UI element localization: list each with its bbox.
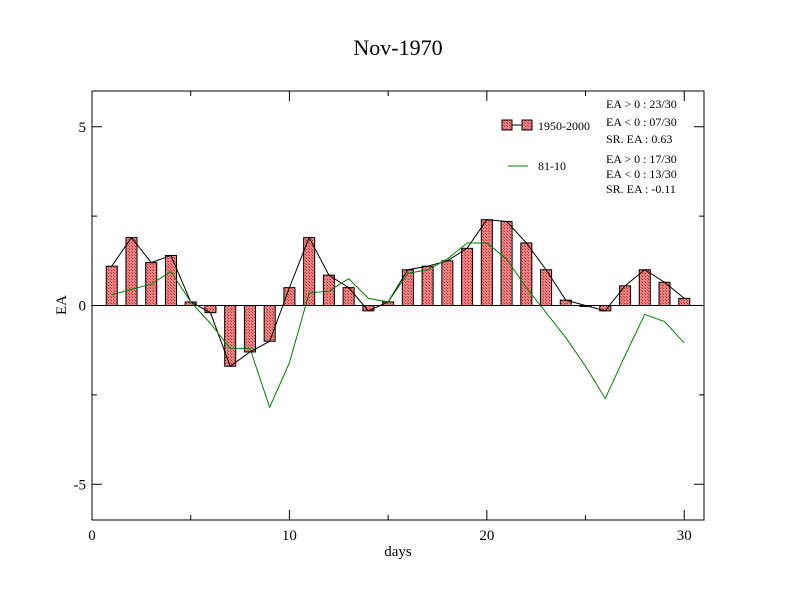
x-tick-label: 10 [282,528,297,544]
legend-1950-2000-label: 1950-2000 [538,119,590,133]
bar-1950-2000 [678,297,691,307]
stats-1950-2000-neg: EA < 0 : 07/30 [606,115,677,129]
bar-1950-2000 [105,265,118,306]
legend-81-10-label: 81-10 [538,159,566,173]
bar-1950-2000 [480,219,493,306]
legend-1950-2000-swatch-right [521,119,533,131]
bar-1950-2000 [263,305,276,342]
bar-1950-2000 [619,285,632,306]
bar-1950-2000 [164,254,177,306]
bar-1950-2000 [500,220,513,306]
bar-1950-2000 [283,287,296,306]
y-tick-label: 5 [79,120,87,136]
series-line-1950-2000 [111,219,685,368]
bar-1950-2000 [204,305,217,314]
x-axis-label: days [384,544,412,560]
y-tick-label: -5 [74,477,87,493]
bar-1950-2000 [421,265,434,306]
stats-1950-2000-pos: EA > 0 : 23/30 [606,97,677,111]
stats-81-10-neg: EA < 0 : 13/30 [606,167,677,181]
chart-title: Nov-1970 [353,35,442,60]
y-axis-label: EA [54,295,70,315]
bar-1950-2000 [243,305,256,353]
series-line-81-10 [111,242,685,409]
x-tick-label: 0 [88,528,96,544]
bar-1950-2000 [125,237,138,306]
stats-81-10-sr: SR. EA : -0.11 [606,182,676,196]
bar-1950-2000 [461,247,474,307]
legend: 1950-2000 81-10 EA > 0 : 23/30 EA < 0 : … [501,97,677,196]
bar-1950-2000 [441,260,454,306]
x-tick-label: 30 [677,528,692,544]
legend-1950-2000-swatch-left [501,119,513,131]
bar-1950-2000 [638,269,651,306]
stats-81-10-pos: EA > 0 : 17/30 [606,152,677,166]
x-tick-label: 20 [479,528,494,544]
y-tick-label: 0 [79,299,87,315]
bar-1950-2000 [342,287,355,306]
stats-1950-2000-sr: SR. EA : 0.63 [606,132,672,146]
bar-1950-2000 [520,242,533,306]
bar-1950-2000 [322,274,335,306]
